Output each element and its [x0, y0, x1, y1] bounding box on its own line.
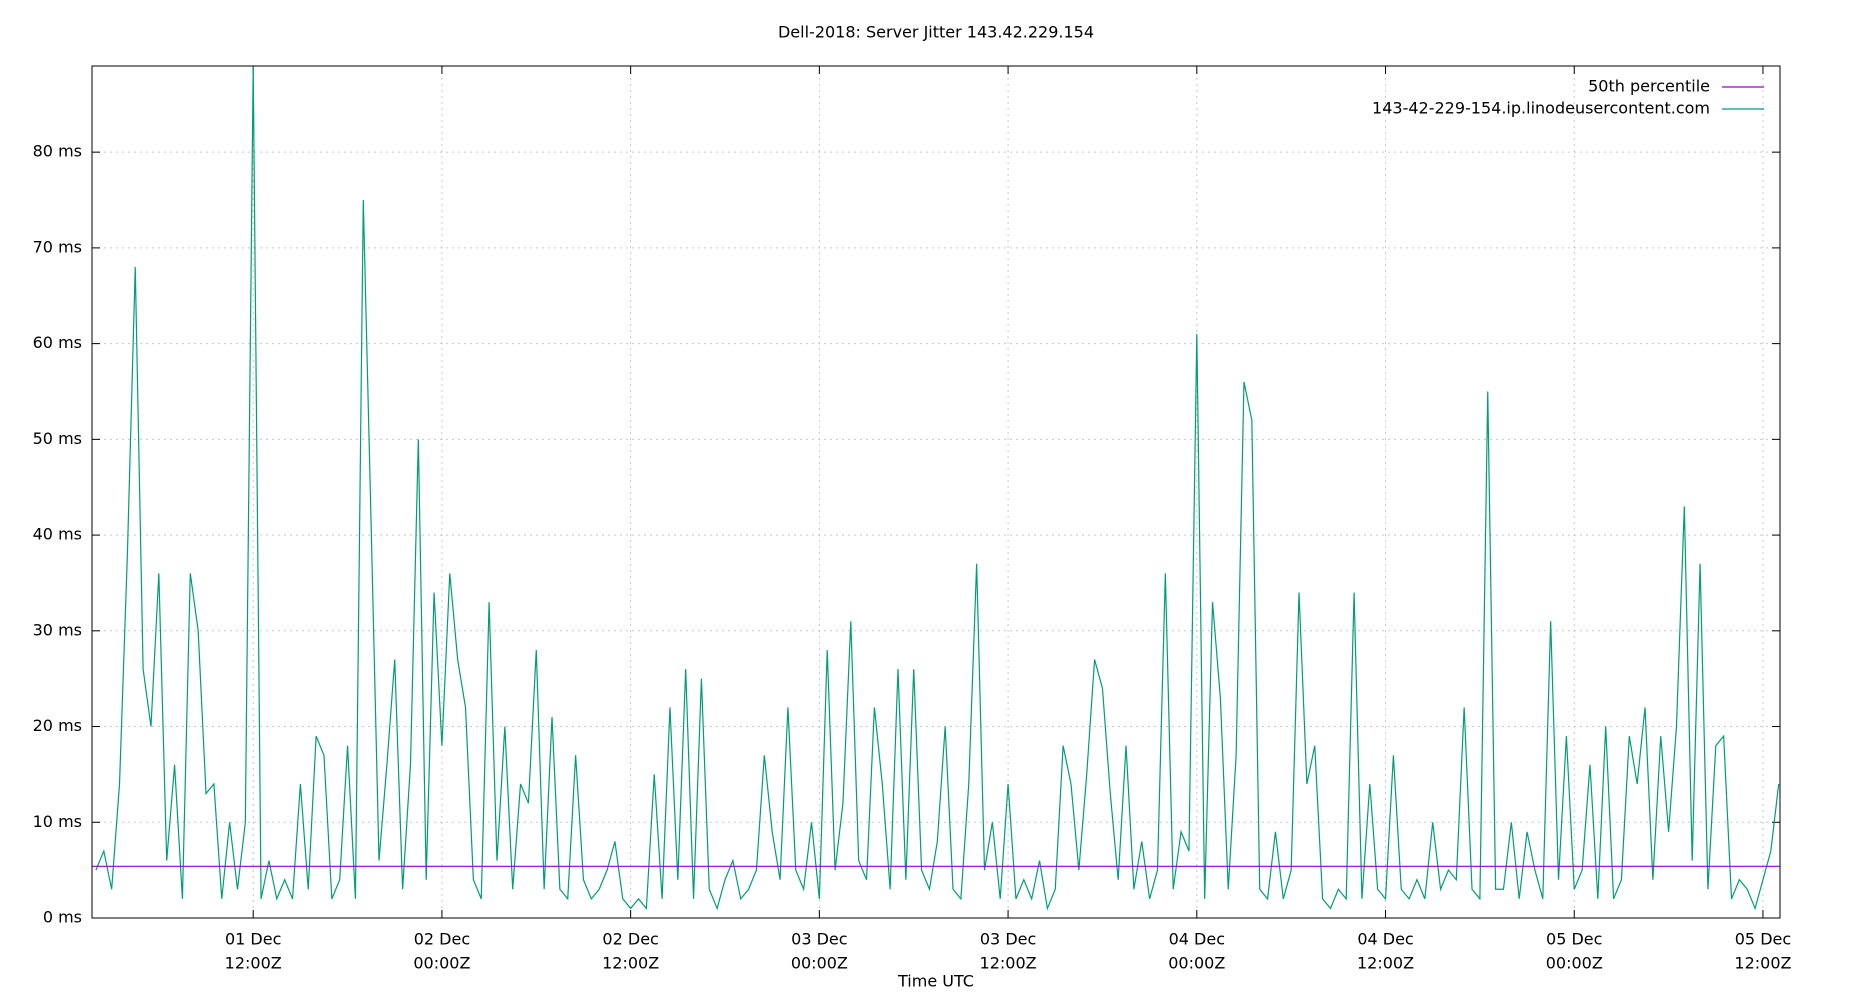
y-tick-label: 20 ms [33, 716, 82, 735]
x-tick-label: 03 Dec [980, 930, 1036, 949]
x-tick-label: 05 Dec [1546, 930, 1602, 949]
plot-frame [91, 65, 1781, 919]
y-tick-label: 10 ms [33, 812, 82, 831]
y-tick-label: 60 ms [33, 333, 82, 352]
y-tick-label: 30 ms [33, 620, 82, 639]
chart-title: Dell-2018: Server Jitter 143.42.229.154 [778, 23, 1094, 42]
plot-area [92, 66, 1780, 911]
x-tick-label: 12:00Z [1357, 954, 1414, 973]
x-tick-label: 05 Dec [1735, 930, 1791, 949]
legend-label: 143-42-229-154.ip.linodeusercontent.com [1372, 99, 1710, 118]
x-tick-label: 00:00Z [791, 954, 848, 973]
y-tick-label: 50 ms [33, 429, 82, 448]
legend-label: 50th percentile [1588, 77, 1710, 96]
series-line [95, 66, 1780, 911]
x-tick-label: 01 Dec [225, 930, 281, 949]
x-tick-label: 03 Dec [791, 930, 847, 949]
x-axis-title: Time UTC [897, 972, 974, 991]
y-tick-label: 0 ms [43, 908, 82, 927]
x-tick-label: 02 Dec [414, 930, 470, 949]
y-tick-label: 70 ms [33, 237, 82, 256]
x-tick-label: 00:00Z [1546, 954, 1603, 973]
x-tick-label: 12:00Z [225, 954, 282, 973]
x-tick-label: 00:00Z [1168, 954, 1225, 973]
x-tick-label: 00:00Z [413, 954, 470, 973]
y-tick-label: 80 ms [33, 142, 82, 161]
y-tick-label: 40 ms [33, 525, 82, 544]
x-tick-label: 12:00Z [980, 954, 1037, 973]
x-tick-label: 12:00Z [1734, 954, 1791, 973]
x-tick-label: 04 Dec [1169, 930, 1225, 949]
x-tick-label: 02 Dec [602, 930, 658, 949]
x-tick-label: 12:00Z [602, 954, 659, 973]
x-tick-label: 04 Dec [1357, 930, 1413, 949]
